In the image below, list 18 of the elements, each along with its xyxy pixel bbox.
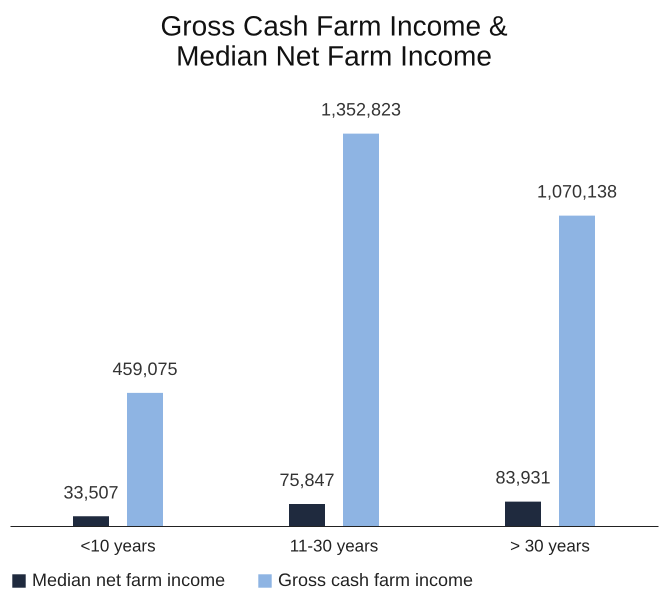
legend-label: Median net farm income — [32, 570, 226, 590]
bar — [289, 504, 325, 526]
data-label: 1,070,138 — [536, 182, 618, 202]
x-tick-label: > 30 years — [510, 536, 590, 556]
legend-label: Gross cash farm income — [278, 570, 474, 590]
x-tick-label: <10 years — [80, 536, 156, 556]
data-label: 33,507 — [63, 482, 119, 502]
chart-title: Gross Cash Farm Income & Median Net Farm Income — [160, 10, 508, 72]
bar — [343, 134, 379, 526]
bar — [127, 392, 163, 526]
x-tick-label: 11-30 years — [290, 536, 378, 556]
bar — [73, 516, 109, 526]
data-label: 83,931 — [495, 468, 551, 488]
data-label: 459,075 — [112, 358, 178, 379]
data-label: 1,352,823 — [320, 100, 402, 120]
bar — [559, 216, 595, 526]
bar — [505, 502, 541, 526]
data-label: 75,847 — [279, 470, 335, 490]
